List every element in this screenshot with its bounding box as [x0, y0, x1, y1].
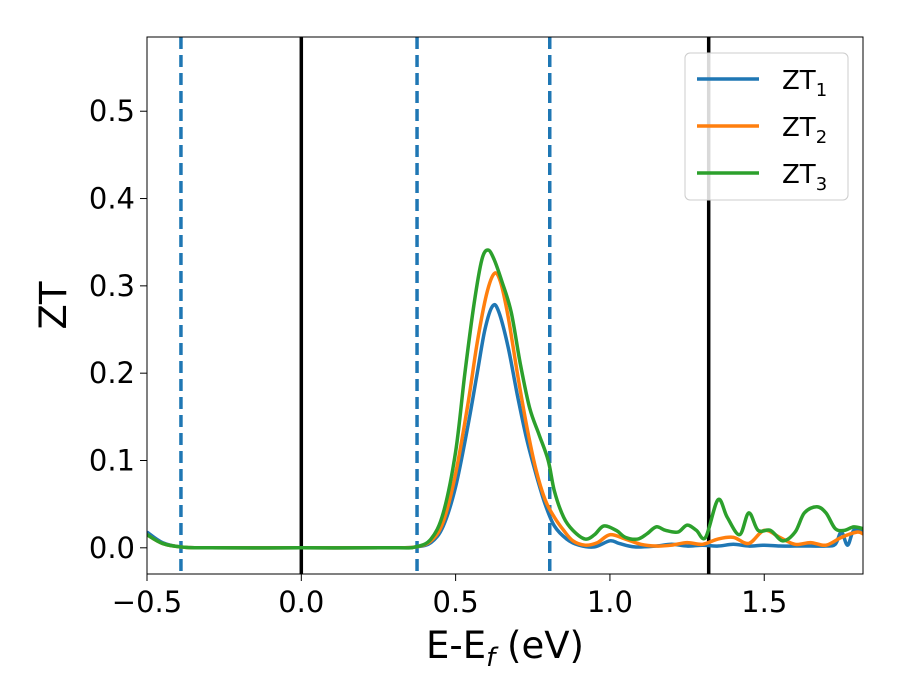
legend-label-subscript: 1 — [816, 80, 827, 101]
x-tick-label-3: 1.0 — [587, 585, 633, 619]
y-tick-label-2: 0.2 — [89, 356, 135, 390]
x-tick-label-1: 0.0 — [278, 585, 324, 619]
legend-label-zt2: ZT2 — [782, 113, 827, 148]
x-axis: −0.5 0.0 0.5 1.0 1.5 — [112, 574, 787, 619]
y-tick-label-1: 0.1 — [89, 443, 135, 477]
y-tick-label-3: 0.3 — [89, 269, 135, 303]
legend-label-zt1: ZT1 — [782, 66, 827, 101]
legend-label-main: ZT — [782, 113, 816, 143]
legend-box — [684, 52, 849, 201]
x-tick-label-2: 0.5 — [433, 585, 479, 619]
y-tick-label-4: 0.4 — [89, 182, 135, 216]
y-axis-title: ZT — [32, 281, 75, 329]
legend-label-subscript: 2 — [816, 127, 827, 148]
legend-label-main: ZT — [782, 160, 816, 190]
x-axis-title-unit: (eV) — [495, 624, 584, 667]
series-line-zt3 — [147, 248, 863, 550]
x-axis-title-main: E-E — [426, 624, 486, 667]
x-tick-label-4: 1.5 — [741, 585, 787, 619]
y-axis: 0.0 0.1 0.2 0.3 0.4 0.5 — [89, 94, 147, 565]
x-tick-label-0: −0.5 — [112, 585, 182, 619]
legend-label-main: ZT — [782, 66, 816, 96]
x-axis-title: E-Ef (eV) — [426, 624, 584, 673]
series-lines — [147, 248, 863, 550]
y-tick-label-5: 0.5 — [89, 94, 135, 128]
legend-label-zt3: ZT3 — [782, 160, 827, 195]
legend-label-subscript: 3 — [816, 174, 827, 195]
y-tick-label-0: 0.0 — [89, 531, 135, 565]
plot-frame — [146, 36, 864, 575]
